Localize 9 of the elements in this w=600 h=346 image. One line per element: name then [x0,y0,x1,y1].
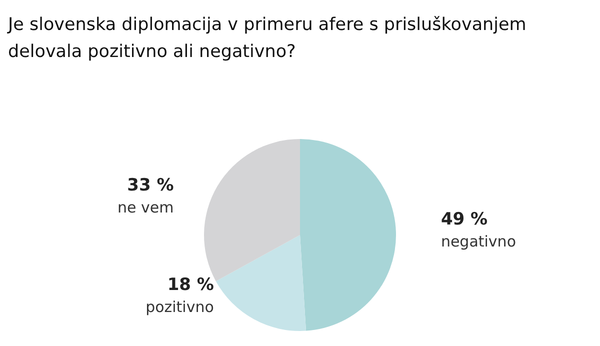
data-label: 33 % [127,175,174,196]
slice-label: negativno [440,232,516,251]
chart-title: Je slovenska diplomacija v primeru afere s prisluškovanjem delovala pozitivno ali negativno? [7,15,526,62]
pie-slice [216,235,306,331]
pie-slice [300,139,396,331]
slice-label: pozitivno [146,298,214,316]
data-label: 49 % [440,210,488,230]
slice-label: ne vem [118,198,174,216]
data-label: 18 % [167,275,214,296]
